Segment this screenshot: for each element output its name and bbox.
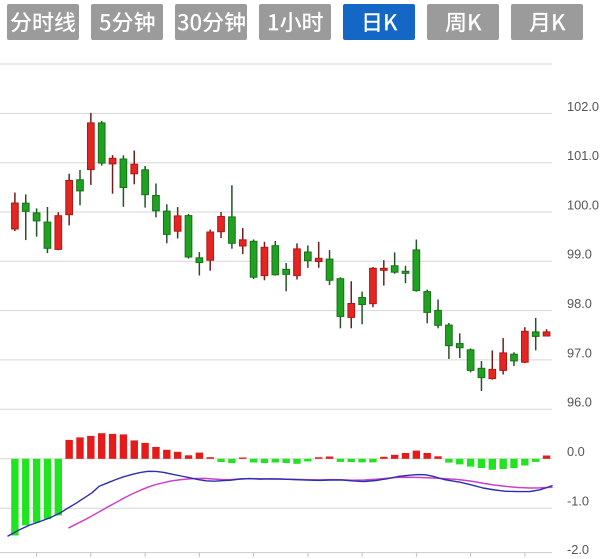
svg-text:102.0: 102.0 bbox=[567, 99, 599, 114]
svg-text:99.0: 99.0 bbox=[567, 247, 592, 262]
svg-text:96.0: 96.0 bbox=[567, 395, 592, 410]
svg-text:0.0: 0.0 bbox=[567, 444, 585, 459]
svg-text:-2.0: -2.0 bbox=[567, 542, 589, 557]
svg-text:100.0: 100.0 bbox=[567, 197, 599, 212]
svg-text:98.0: 98.0 bbox=[567, 296, 592, 311]
svg-text:-1.0: -1.0 bbox=[567, 494, 589, 509]
svg-text:97.0: 97.0 bbox=[567, 345, 592, 360]
svg-text:101.0: 101.0 bbox=[567, 148, 599, 163]
